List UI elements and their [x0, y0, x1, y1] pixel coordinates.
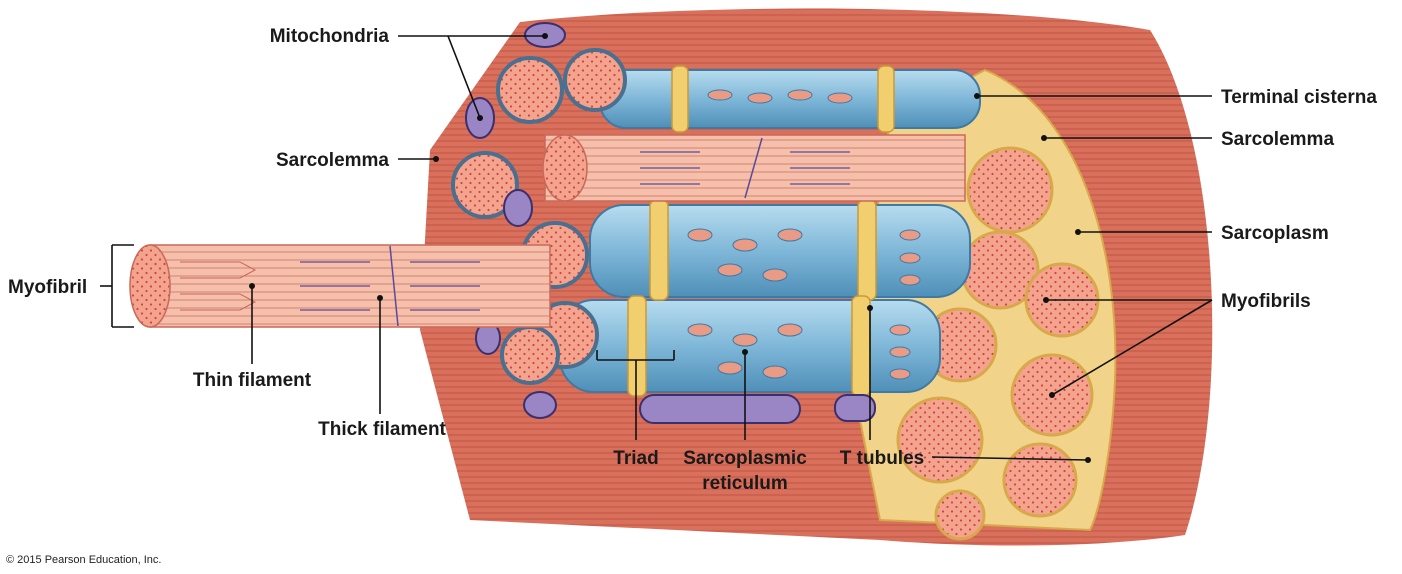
label-thick-filament: Thick filament	[318, 419, 446, 440]
label-sarcolemma-right: Sarcolemma	[1221, 129, 1334, 150]
copyright-notice: © 2015 Pearson Education, Inc.	[6, 554, 161, 566]
label-sarcolemma-left: Sarcolemma	[276, 150, 389, 171]
inner-striated-myofibril	[542, 134, 966, 202]
protruding-myofibril	[129, 244, 551, 328]
label-sarcoplasmic-reticulum-line2: reticulum	[702, 473, 788, 494]
label-triad: Triad	[613, 448, 658, 469]
label-t-tubules: T tubules	[840, 448, 924, 469]
label-terminal-cisterna: Terminal cisterna	[1221, 87, 1377, 108]
sarcoplasmic-reticulum-rows	[559, 65, 981, 397]
label-myofibril: Myofibril	[8, 277, 87, 298]
label-sarcoplasmic-reticulum-line1: Sarcoplasmic	[683, 448, 807, 469]
cut-end-myofibrils	[451, 48, 627, 385]
label-sarcoplasm: Sarcoplasm	[1221, 223, 1329, 244]
leader-lines	[100, 33, 1213, 463]
label-thin-filament: Thin filament	[193, 370, 312, 391]
label-mitochondria: Mitochondria	[270, 26, 390, 47]
mitochondria	[465, 22, 876, 424]
label-myofibrils: Myofibrils	[1221, 291, 1311, 312]
